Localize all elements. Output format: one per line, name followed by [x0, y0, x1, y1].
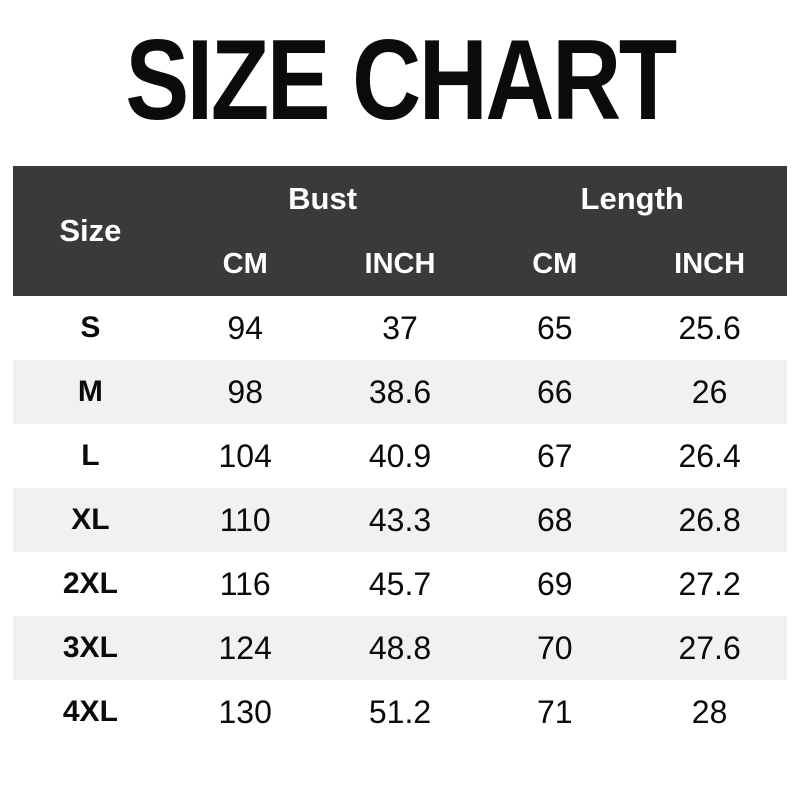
- column-header-length-cm: CM: [477, 232, 633, 296]
- table-row-3xl: 3XL 124 48.8 70 27.6: [13, 616, 787, 680]
- bust-cm-value: 110: [219, 501, 271, 538]
- bust-inch-value: 38.6: [368, 373, 432, 410]
- bust-cm-value: 124: [218, 629, 272, 666]
- column-header-bust-inch: INCH: [322, 232, 478, 296]
- page-title-text: SIZE CHART: [125, 17, 677, 144]
- length-inch-value: 26.8: [678, 501, 741, 538]
- size-label: M: [77, 375, 103, 408]
- header-unit-row: CM INCH CM INCH: [13, 232, 787, 296]
- length-cm-value: 70: [536, 629, 573, 666]
- header-group-row: Size Bust Length: [13, 166, 787, 296]
- length-inch-value: 28: [691, 693, 728, 730]
- table-row-2xl: 2XL 116 45.7 69 27.2: [13, 552, 787, 616]
- column-header-bust-cm: CM: [167, 232, 323, 296]
- column-group-bust: Bust: [167, 166, 478, 232]
- size-label: 4XL: [62, 695, 118, 728]
- length-cm-value: 69: [536, 565, 573, 602]
- bust-cm-value: 130: [218, 693, 272, 730]
- length-inch-value: 25.6: [678, 309, 741, 346]
- bust-inch-value: 45.7: [368, 565, 432, 602]
- length-cm-value: 68: [536, 501, 573, 538]
- column-header-size: Size: [13, 166, 168, 296]
- page-title: SIZE CHART: [0, 0, 800, 144]
- length-cm-value: 67: [536, 437, 573, 474]
- table-body: S 94 37 65 25.6 M 98 38.6 66 26 L 104 40…: [13, 296, 787, 744]
- length-cm-value: 71: [536, 693, 573, 730]
- table-row-m: M 98 38.6 66 26: [13, 360, 787, 424]
- bust-inch-value: 43.3: [368, 501, 432, 538]
- table-header: Size Bust Length CM INCH CM INCH: [13, 166, 787, 296]
- column-group-length: Length: [477, 166, 787, 232]
- size-label: 3XL: [62, 631, 118, 664]
- bust-cm-value: 98: [227, 373, 263, 410]
- bust-cm-value: 94: [227, 309, 263, 346]
- bust-inch-value: 37: [382, 309, 418, 346]
- table-row-xl: XL 110 43.3 68 26.8: [13, 488, 787, 552]
- size-label: 2XL: [62, 567, 118, 600]
- bust-cm-value: 116: [219, 565, 271, 602]
- column-header-length-inch: INCH: [632, 232, 787, 296]
- bust-cm-value: 104: [218, 437, 272, 474]
- length-inch-value: 27.2: [678, 565, 741, 602]
- length-cm-value: 65: [536, 309, 573, 346]
- bust-inch-value: 40.9: [368, 437, 432, 474]
- size-label: XL: [71, 503, 110, 536]
- bust-inch-value: 51.2: [368, 693, 432, 730]
- size-chart-table: Size Bust Length CM INCH CM INCH S 94 37…: [13, 166, 787, 744]
- length-inch-value: 26.4: [678, 437, 741, 474]
- length-inch-value: 27.6: [678, 629, 741, 666]
- size-label: S: [80, 311, 101, 344]
- bust-inch-value: 48.8: [368, 629, 432, 666]
- table-row-4xl: 4XL 130 51.2 71 28: [13, 680, 787, 744]
- size-label: L: [81, 439, 100, 472]
- table-row-l: L 104 40.9 67 26.4: [13, 424, 787, 488]
- length-cm-value: 66: [536, 373, 573, 410]
- table-row-s: S 94 37 65 25.6: [13, 296, 787, 360]
- length-inch-value: 26: [691, 373, 728, 410]
